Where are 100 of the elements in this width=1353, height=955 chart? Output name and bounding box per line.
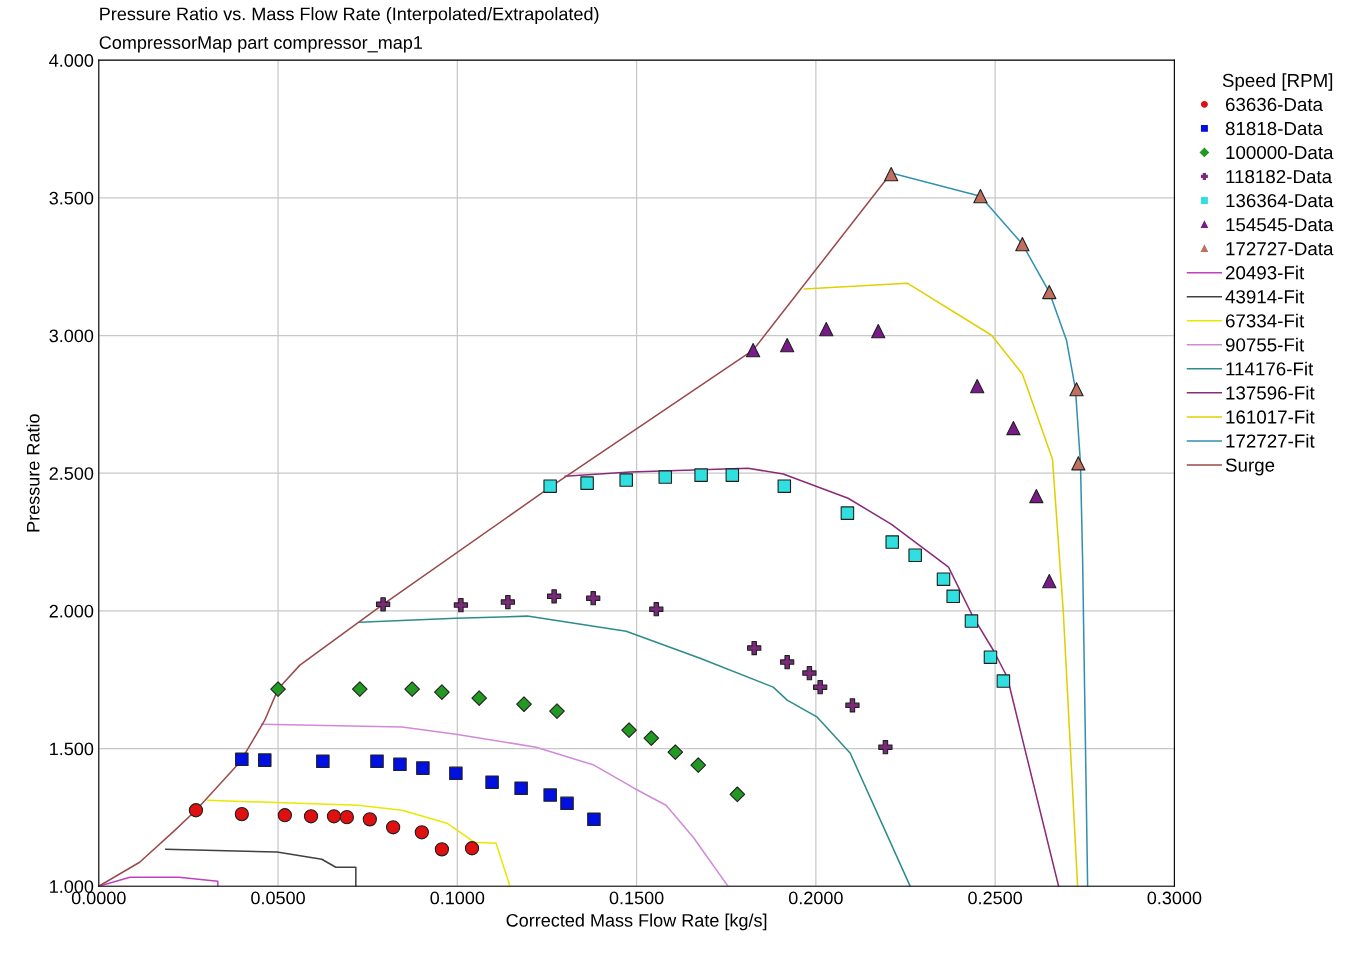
point [393, 757, 407, 772]
x-tick-label: 0.0500 [251, 891, 305, 905]
point [1071, 456, 1086, 471]
y-tick-label: 1.000 [50, 880, 94, 893]
point [258, 753, 272, 767]
x-tick-label: 0.2500 [968, 891, 1023, 905]
point [649, 602, 664, 617]
point [996, 674, 1011, 688]
point [362, 812, 377, 827]
point [471, 690, 488, 707]
legend-label: 43914-Fit [1225, 289, 1305, 304]
point [729, 786, 746, 803]
legend-label: 154545-Data [1226, 218, 1334, 232]
x-axis-title: Corrected Mass Flow Rate [kg/s] [506, 913, 767, 931]
point [745, 342, 761, 358]
point [434, 842, 450, 857]
point [884, 167, 899, 182]
point [1029, 488, 1044, 504]
point [667, 744, 684, 760]
point [643, 730, 660, 746]
point [453, 597, 469, 613]
point [1015, 236, 1030, 252]
point [543, 479, 557, 493]
point [845, 698, 860, 713]
line-series [359, 615, 911, 887]
point [658, 470, 673, 484]
point [326, 809, 342, 824]
y-tick-label: 2.000 [49, 604, 94, 618]
point [235, 752, 249, 767]
point [549, 703, 565, 719]
chart-title: Pressure Ratio vs. Mass Flow Rate (Interpolated/Extrapolated) [100, 7, 599, 24]
point [908, 548, 922, 563]
legend-label: 67334-Fit [1225, 313, 1305, 328]
point [621, 722, 637, 738]
line-series [207, 799, 511, 887]
point [514, 781, 528, 795]
legend-label: 161017-Fit [1226, 409, 1315, 424]
point [303, 809, 319, 824]
point [500, 594, 516, 610]
point [270, 681, 286, 697]
point [370, 754, 384, 768]
point [543, 788, 557, 802]
y-tick-label: 4.000 [49, 54, 94, 67]
point [690, 757, 707, 773]
point [434, 684, 450, 700]
point [946, 589, 960, 604]
point [694, 468, 708, 482]
point [234, 806, 249, 822]
legend-label: 172727-Data [1226, 242, 1334, 256]
point [385, 820, 401, 835]
legend-label: 114176-Fit [1226, 361, 1314, 376]
point [516, 696, 532, 713]
point [560, 796, 574, 811]
point [813, 680, 828, 695]
legend-label: 136364-Data [1226, 193, 1334, 208]
legend-title: Speed [RPM] [1222, 73, 1333, 91]
line-series [564, 467, 1060, 887]
x-tick-label: 0.1000 [430, 891, 485, 905]
point [802, 665, 817, 681]
x-tick-label: 0.0000 [71, 891, 126, 905]
point [316, 754, 330, 768]
point [878, 740, 893, 755]
point [819, 322, 834, 337]
legend-label: 118182-Data [1226, 169, 1333, 184]
y-tick-label: 3.000 [49, 329, 94, 343]
point [414, 825, 429, 840]
point [485, 775, 499, 789]
point [619, 473, 633, 487]
legend-label: 20493-Fit [1225, 265, 1305, 280]
point [351, 681, 368, 697]
point [936, 572, 951, 586]
x-tick-label: 0.3000 [1147, 891, 1202, 905]
point [587, 812, 601, 827]
point [1042, 284, 1057, 300]
point [970, 379, 985, 394]
y-tick-label: 3.500 [49, 191, 94, 205]
point [780, 654, 795, 670]
chart-subtitle: CompressorMap part compressor_map1 [99, 36, 423, 53]
legend-label: 172727-Fit [1226, 433, 1315, 448]
point [747, 640, 762, 656]
legend-label: 90755-Fit [1225, 337, 1305, 352]
point [416, 761, 430, 775]
legend-label: 63636-Data [1225, 97, 1324, 112]
point [983, 650, 998, 664]
legend-label: 100000-Data [1226, 145, 1334, 160]
point [840, 506, 855, 520]
point [375, 597, 391, 612]
point [580, 476, 594, 490]
point [1042, 574, 1057, 589]
y-tick-label: 2.500 [49, 467, 94, 480]
point [973, 189, 988, 204]
point [780, 338, 795, 353]
point [464, 841, 480, 856]
line-series [261, 723, 729, 887]
point [449, 766, 463, 781]
point [188, 803, 204, 818]
x-tick-label: 0.2000 [788, 891, 843, 905]
point [339, 809, 355, 825]
point [277, 808, 292, 823]
point [546, 589, 562, 604]
